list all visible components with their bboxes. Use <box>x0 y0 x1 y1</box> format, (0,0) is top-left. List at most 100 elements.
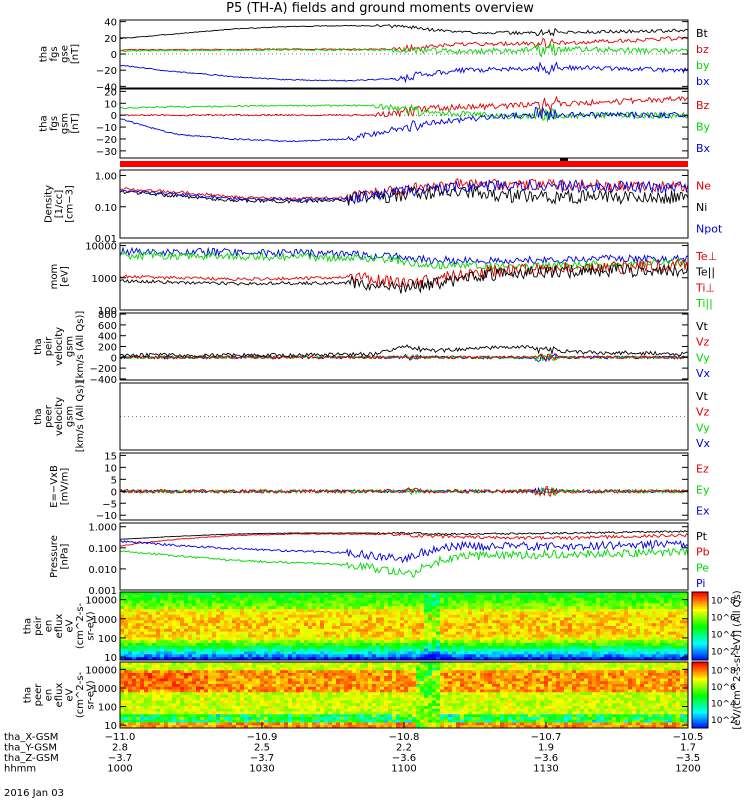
heatmap-cell <box>464 651 469 655</box>
heatmap-cell <box>352 637 357 641</box>
y-tick-label: 100 <box>98 634 117 645</box>
heatmap-cell <box>444 614 449 618</box>
heatmap-cell <box>128 592 133 596</box>
heatmap-cell <box>584 648 589 652</box>
heatmap-cell <box>248 711 253 715</box>
heatmap-cell <box>492 594 497 599</box>
heatmap-cell <box>448 603 453 607</box>
heatmap-cell <box>652 623 657 627</box>
heatmap-cell <box>136 681 141 685</box>
heatmap-cell <box>452 623 457 627</box>
heatmap-cell <box>584 645 589 650</box>
heatmap-cell <box>236 662 241 666</box>
heatmap-cell <box>176 697 181 701</box>
colorbar-cell <box>692 622 708 625</box>
heatmap-cell <box>324 643 329 647</box>
heatmap-cell <box>176 670 181 674</box>
heatmap-cell <box>188 631 193 635</box>
heatmap-cell <box>680 592 685 596</box>
heatmap-cell <box>232 719 237 723</box>
heatmap-cell <box>340 628 345 633</box>
heatmap-cell <box>388 597 393 601</box>
heatmap-cell <box>296 717 301 721</box>
heatmap-cell <box>520 606 525 610</box>
heatmap-cell <box>156 626 161 630</box>
heatmap-cell <box>636 597 641 601</box>
heatmap-cell <box>140 706 145 710</box>
heatmap-cell <box>380 594 385 599</box>
heatmap-cell <box>148 719 153 723</box>
heatmap-cell <box>600 614 605 618</box>
heatmap-cell <box>256 594 261 599</box>
heatmap-cell <box>224 648 229 652</box>
heatmap-cell <box>456 626 461 630</box>
heatmap-cell <box>628 597 633 601</box>
heatmap-cell <box>472 603 477 607</box>
heatmap-cell <box>328 600 333 604</box>
heatmap-cell <box>268 695 273 699</box>
heatmap-cell <box>152 684 157 688</box>
heatmap-cell <box>552 611 557 616</box>
heatmap-cell <box>572 626 577 630</box>
heatmap-cell <box>176 722 181 726</box>
heatmap-cell <box>156 689 161 693</box>
heatmap-cell <box>304 670 309 674</box>
heatmap-cell <box>496 609 501 613</box>
heatmap-cell <box>180 628 185 633</box>
heatmap-cell <box>284 651 289 655</box>
heatmap-cell <box>484 651 489 655</box>
heatmap-cell <box>336 628 341 633</box>
heatmap-cell <box>428 626 433 630</box>
heatmap-cell <box>508 645 513 650</box>
heatmap-cell <box>204 711 209 715</box>
heatmap-cell <box>200 697 205 701</box>
heatmap-cell <box>236 717 241 721</box>
heatmap-cell <box>336 623 341 627</box>
heatmap-cell <box>324 700 329 704</box>
heatmap-cell <box>348 640 353 644</box>
heatmap-cell <box>400 600 405 604</box>
heatmap-cell <box>184 657 189 661</box>
heatmap-cell <box>276 626 281 630</box>
heatmap-cell <box>136 654 141 658</box>
heatmap-cell <box>516 640 521 644</box>
heatmap-cell <box>684 614 689 618</box>
heatmap-cell <box>164 689 169 693</box>
heatmap-cell <box>340 634 345 638</box>
heatmap-cell <box>600 620 605 624</box>
heatmap-cell <box>516 611 521 616</box>
heatmap-cell <box>468 603 473 607</box>
heatmap-cell <box>608 648 613 652</box>
heatmap-cell <box>168 670 173 674</box>
heatmap-cell <box>624 592 629 596</box>
heatmap-cell <box>528 603 533 607</box>
heatmap-cell <box>668 657 673 661</box>
heatmap-cell <box>168 719 173 723</box>
heatmap-cell <box>456 594 461 599</box>
heatmap-cell <box>572 623 577 627</box>
heatmap-cell <box>168 617 173 621</box>
heatmap-cell <box>232 700 237 704</box>
heatmap-cell <box>476 657 481 661</box>
heatmap-cell <box>644 614 649 618</box>
heatmap-cell <box>256 609 261 613</box>
colorbar-cell <box>692 617 708 620</box>
heatmap-cell <box>152 626 157 630</box>
heatmap-cell <box>280 684 285 688</box>
heatmap-cell <box>204 640 209 644</box>
heatmap-cell <box>420 597 425 601</box>
heatmap-cell <box>296 675 301 679</box>
heatmap-cell <box>264 686 269 690</box>
heatmap-cell <box>620 628 625 633</box>
heatmap-cell <box>212 684 217 688</box>
heatmap-cell <box>664 648 669 652</box>
heatmap-cell <box>516 592 521 596</box>
heatmap-cell <box>460 600 465 604</box>
heatmap-cell <box>324 654 329 658</box>
heatmap-cell <box>256 611 261 616</box>
heatmap-cell <box>500 620 505 624</box>
heatmap-cell <box>496 643 501 647</box>
heatmap-cell <box>600 592 605 596</box>
heatmap-cell <box>432 617 437 621</box>
